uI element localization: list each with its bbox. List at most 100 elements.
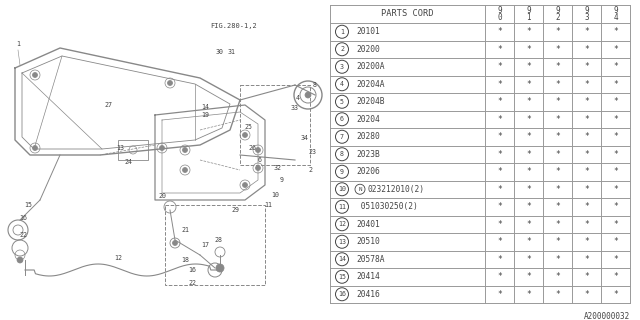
- Text: 2023B: 2023B: [356, 150, 380, 159]
- Text: 7: 7: [340, 134, 344, 140]
- Circle shape: [243, 182, 248, 188]
- Text: 15: 15: [24, 202, 32, 208]
- Text: *: *: [497, 97, 502, 106]
- Text: *: *: [526, 115, 531, 124]
- Text: 29: 29: [231, 207, 239, 213]
- Text: 20200: 20200: [356, 45, 380, 54]
- Text: 13: 13: [116, 145, 124, 151]
- Text: *: *: [584, 202, 589, 211]
- Text: 12: 12: [114, 255, 122, 261]
- Text: *: *: [584, 290, 589, 299]
- Text: 32: 32: [274, 165, 282, 171]
- Text: *: *: [613, 167, 618, 176]
- Text: *: *: [555, 45, 560, 54]
- Circle shape: [159, 146, 164, 150]
- Text: 10: 10: [338, 186, 346, 192]
- Text: 16: 16: [188, 267, 196, 273]
- Text: 9
3: 9 3: [584, 5, 589, 22]
- Text: *: *: [555, 27, 560, 36]
- Text: *: *: [526, 185, 531, 194]
- Text: 22: 22: [19, 232, 27, 238]
- Text: *: *: [584, 220, 589, 229]
- Text: *: *: [555, 62, 560, 71]
- Text: 3: 3: [340, 64, 344, 70]
- Text: *: *: [526, 255, 531, 264]
- Circle shape: [33, 73, 38, 77]
- Text: *: *: [584, 62, 589, 71]
- Text: *: *: [526, 202, 531, 211]
- Bar: [165, 205, 265, 285]
- Text: *: *: [613, 237, 618, 246]
- Circle shape: [17, 257, 23, 263]
- Text: *: *: [613, 255, 618, 264]
- Text: 023212010(2): 023212010(2): [367, 185, 424, 194]
- Bar: [240, 85, 310, 165]
- Circle shape: [243, 132, 248, 138]
- Text: *: *: [613, 62, 618, 71]
- Text: *: *: [613, 290, 618, 299]
- Text: *: *: [555, 185, 560, 194]
- Text: 051030250(2): 051030250(2): [356, 202, 418, 211]
- Text: *: *: [526, 132, 531, 141]
- Text: PARTS CORD: PARTS CORD: [381, 10, 434, 19]
- Text: *: *: [526, 237, 531, 246]
- Text: *: *: [497, 27, 502, 36]
- Text: 20101: 20101: [356, 27, 380, 36]
- Bar: [118, 140, 148, 160]
- Text: *: *: [584, 97, 589, 106]
- Text: *: *: [613, 272, 618, 281]
- Text: 22: 22: [188, 280, 196, 286]
- Text: *: *: [497, 132, 502, 141]
- Text: 6: 6: [258, 157, 262, 163]
- Text: *: *: [584, 45, 589, 54]
- Circle shape: [182, 167, 188, 172]
- Text: *: *: [526, 167, 531, 176]
- Text: *: *: [497, 45, 502, 54]
- Text: *: *: [613, 45, 618, 54]
- Text: *: *: [584, 167, 589, 176]
- Text: 1: 1: [16, 41, 20, 47]
- Text: 20401: 20401: [356, 220, 380, 229]
- Text: 16: 16: [338, 291, 346, 297]
- Text: 20414: 20414: [356, 272, 380, 281]
- Text: 20: 20: [158, 193, 166, 199]
- Text: 25: 25: [244, 124, 252, 130]
- Text: *: *: [497, 150, 502, 159]
- Text: *: *: [613, 185, 618, 194]
- Text: 11: 11: [264, 202, 272, 208]
- Text: *: *: [497, 237, 502, 246]
- Text: 6: 6: [340, 116, 344, 122]
- Text: 20204: 20204: [356, 115, 380, 124]
- Text: 18: 18: [181, 257, 189, 263]
- Circle shape: [216, 264, 224, 272]
- Text: 12: 12: [338, 221, 346, 227]
- Text: *: *: [613, 202, 618, 211]
- Text: *: *: [613, 132, 618, 141]
- Circle shape: [173, 241, 177, 245]
- Text: *: *: [555, 220, 560, 229]
- Text: 19: 19: [201, 112, 209, 118]
- Text: 9
0: 9 0: [497, 5, 502, 22]
- Text: 9
1: 9 1: [526, 5, 531, 22]
- Text: *: *: [555, 272, 560, 281]
- Text: *: *: [497, 202, 502, 211]
- Text: *: *: [584, 132, 589, 141]
- Text: *: *: [584, 255, 589, 264]
- Text: 17: 17: [201, 242, 209, 248]
- Text: *: *: [555, 80, 560, 89]
- Text: 2: 2: [308, 167, 312, 173]
- Text: *: *: [584, 27, 589, 36]
- Text: 34: 34: [301, 135, 309, 141]
- Text: 14: 14: [338, 256, 346, 262]
- Text: *: *: [613, 97, 618, 106]
- Text: 15: 15: [338, 274, 346, 280]
- Text: 20204B: 20204B: [356, 97, 385, 106]
- Text: *: *: [584, 185, 589, 194]
- Text: *: *: [555, 237, 560, 246]
- Text: 4: 4: [296, 95, 300, 101]
- Text: 20200A: 20200A: [356, 62, 385, 71]
- Text: 9: 9: [280, 177, 284, 183]
- Text: 13: 13: [338, 239, 346, 245]
- Text: 33: 33: [291, 105, 299, 111]
- Text: *: *: [584, 150, 589, 159]
